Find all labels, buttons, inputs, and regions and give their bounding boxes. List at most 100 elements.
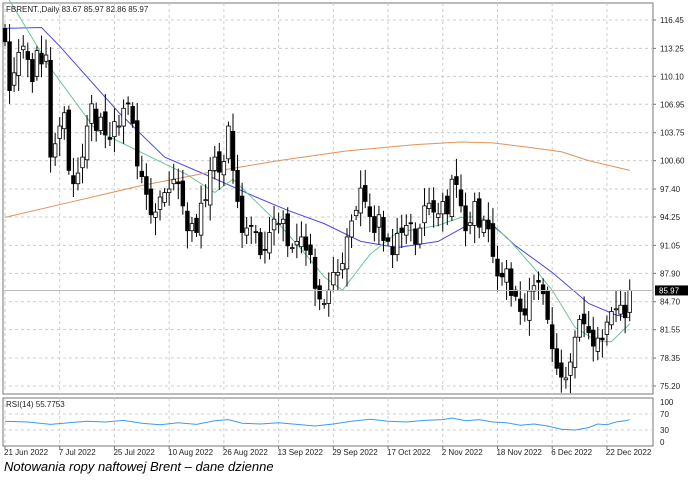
candle-body bbox=[21, 45, 26, 51]
candle-body bbox=[422, 205, 427, 224]
candle-body bbox=[203, 199, 208, 202]
y-tick-label: 78.35 bbox=[660, 354, 681, 363]
candle-body bbox=[559, 362, 564, 378]
candle-body bbox=[303, 236, 309, 251]
candle-body bbox=[426, 202, 432, 209]
rsi-tick-label: 100 bbox=[660, 398, 674, 407]
candle-body bbox=[417, 227, 423, 245]
candle-body bbox=[572, 336, 578, 368]
y-tick-label: 103.75 bbox=[660, 129, 685, 138]
candle-body bbox=[94, 108, 99, 131]
candle-body bbox=[531, 285, 537, 292]
x-tick-label: 7 Jul 2022 bbox=[59, 448, 96, 457]
candle-body bbox=[527, 290, 532, 321]
x-tick-label: 22 Dec 2022 bbox=[606, 448, 652, 457]
candle-body bbox=[34, 50, 40, 77]
candle-body bbox=[317, 285, 322, 300]
candle-body bbox=[563, 377, 569, 381]
rsi-tick-label: 70 bbox=[660, 410, 669, 419]
chart-title: FBRENT.,Daily 83.67 85.97 82.86 85.97 bbox=[6, 5, 149, 14]
candle-body bbox=[176, 181, 181, 185]
candle-body bbox=[194, 217, 199, 233]
ma-line-2 bbox=[4, 141, 630, 218]
candle-body bbox=[280, 218, 286, 225]
x-tick-label: 26 Aug 2022 bbox=[223, 448, 268, 457]
candle-body bbox=[431, 200, 436, 213]
candle-body bbox=[622, 304, 628, 319]
main-panel-frame bbox=[2, 2, 654, 395]
rsi-label: RSI(14) 55.7753 bbox=[6, 400, 65, 409]
candle-body bbox=[449, 178, 455, 217]
candle-body bbox=[321, 303, 327, 305]
candle-body bbox=[454, 176, 459, 185]
candle-body bbox=[235, 169, 240, 202]
y-tick-label: 100.60 bbox=[660, 157, 685, 166]
candle-body bbox=[513, 289, 518, 297]
candle-body bbox=[52, 143, 58, 158]
candle-body bbox=[467, 222, 473, 226]
candle-body bbox=[399, 227, 404, 233]
candle-body bbox=[591, 329, 596, 347]
candle-body bbox=[98, 116, 103, 131]
candlestick-chart: 116.45 113.25 110.10 106.95 103.75 100.60 97.4… bbox=[2, 0, 688, 457]
candle-body bbox=[490, 223, 496, 257]
candle-body bbox=[326, 289, 331, 304]
x-tick-label: 13 Sep 2022 bbox=[278, 448, 324, 457]
x-tick-label: 18 Nov 2022 bbox=[496, 448, 542, 457]
x-tick-label: 21 Jun 2022 bbox=[4, 448, 49, 457]
candle-body bbox=[613, 308, 619, 311]
candle-body bbox=[463, 205, 468, 232]
candle-body bbox=[285, 213, 290, 247]
current-price-label: 85.97 bbox=[659, 286, 680, 295]
candle-body bbox=[499, 272, 505, 278]
candle-body bbox=[600, 337, 605, 341]
candle-body bbox=[308, 244, 313, 256]
candle-body bbox=[472, 201, 477, 226]
candle-body bbox=[66, 109, 72, 171]
candle-body bbox=[372, 216, 377, 233]
candle-body bbox=[116, 125, 122, 128]
candle-body bbox=[267, 232, 272, 254]
candle-body bbox=[331, 272, 336, 286]
candle-body bbox=[518, 298, 523, 312]
candle-body bbox=[230, 130, 236, 171]
candle-body bbox=[290, 247, 295, 249]
candle-body bbox=[62, 112, 67, 130]
candle-body bbox=[39, 52, 44, 65]
x-tick-label: 17 Oct 2022 bbox=[387, 448, 431, 457]
candle-body bbox=[404, 225, 409, 236]
candle-body bbox=[144, 176, 149, 195]
x-tick-label: 29 Sep 2022 bbox=[332, 448, 378, 457]
candle-body bbox=[244, 227, 249, 236]
rsi-panel-frame bbox=[2, 397, 654, 447]
candle-body bbox=[349, 220, 354, 238]
candle-body bbox=[198, 202, 204, 236]
candle-body bbox=[185, 210, 190, 232]
candle-body bbox=[390, 246, 395, 256]
candle-body bbox=[312, 256, 318, 289]
y-tick-label: 106.95 bbox=[660, 100, 685, 109]
candle-body bbox=[43, 54, 49, 62]
candle-body bbox=[554, 348, 559, 369]
x-tick-label: 6 Dec 2022 bbox=[551, 448, 592, 457]
candle-body bbox=[481, 219, 486, 233]
candle-body bbox=[477, 198, 482, 228]
candle-body bbox=[540, 284, 546, 295]
candle-body bbox=[271, 218, 277, 231]
candle-body bbox=[221, 161, 227, 176]
current-price-box bbox=[655, 285, 688, 296]
candle-body bbox=[226, 125, 231, 160]
candle-body bbox=[253, 231, 258, 234]
y-tick-label: 110.10 bbox=[660, 72, 684, 81]
candle-body bbox=[171, 178, 176, 185]
candle-body bbox=[627, 290, 632, 313]
candle-body bbox=[71, 175, 76, 185]
candle-body bbox=[604, 321, 610, 335]
candle-body bbox=[504, 268, 509, 283]
candle-body bbox=[440, 201, 445, 215]
x-tick-label: 10 Aug 2022 bbox=[168, 448, 213, 457]
candle-body bbox=[89, 103, 94, 124]
rsi-tick-label: 30 bbox=[660, 426, 669, 435]
candle-body bbox=[495, 258, 500, 277]
candle-body bbox=[112, 121, 117, 138]
